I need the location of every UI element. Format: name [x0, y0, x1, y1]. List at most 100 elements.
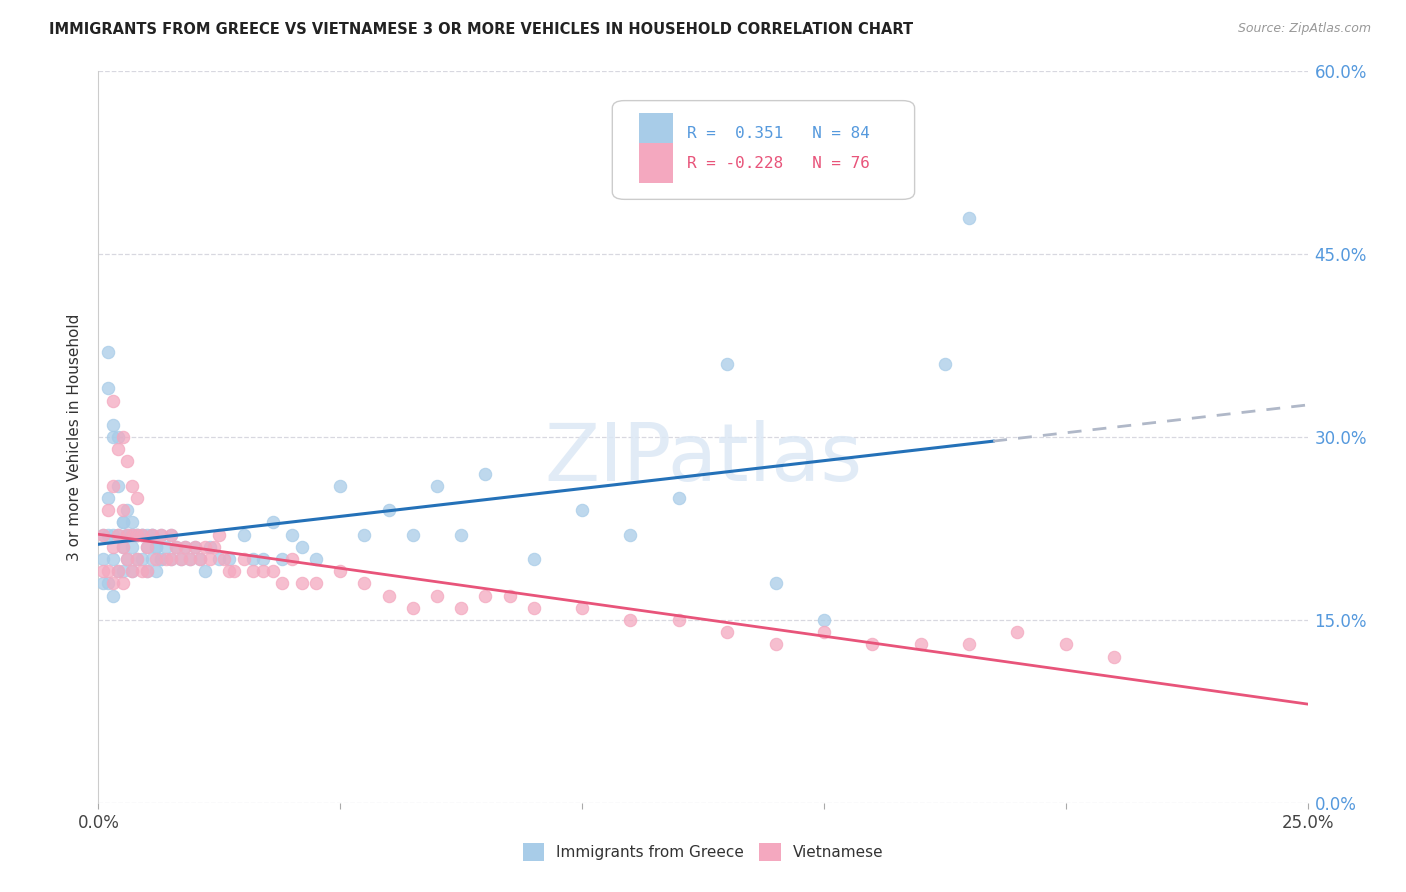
- Point: [271, 576, 294, 591]
- Text: IMMIGRANTS FROM GREECE VS VIETNAMESE 3 OR MORE VEHICLES IN HOUSEHOLD CORRELATION: IMMIGRANTS FROM GREECE VS VIETNAMESE 3 O…: [49, 22, 914, 37]
- Point: [353, 576, 375, 591]
- Point: [860, 637, 883, 651]
- Point: [141, 527, 163, 541]
- Point: [474, 589, 496, 603]
- Point: [305, 552, 328, 566]
- Point: [165, 540, 187, 554]
- Point: [91, 527, 114, 541]
- Point: [121, 564, 143, 578]
- Point: [160, 552, 183, 566]
- Point: [1054, 637, 1077, 651]
- Point: [619, 613, 641, 627]
- Point: [329, 564, 352, 578]
- Point: [957, 637, 980, 651]
- Point: [765, 637, 787, 651]
- Point: [97, 564, 120, 578]
- Point: [160, 527, 183, 541]
- FancyBboxPatch shape: [613, 101, 915, 200]
- Point: [179, 552, 201, 566]
- Point: [121, 516, 143, 530]
- Point: [141, 527, 163, 541]
- Point: [450, 527, 472, 541]
- Point: [97, 527, 120, 541]
- Point: [127, 527, 149, 541]
- Point: [111, 540, 134, 554]
- Point: [329, 479, 352, 493]
- Point: [426, 589, 449, 603]
- Point: [198, 540, 221, 554]
- Point: [934, 357, 956, 371]
- Legend: Immigrants from Greece, Vietnamese: Immigrants from Greece, Vietnamese: [523, 843, 883, 861]
- Point: [101, 576, 124, 591]
- Point: [498, 589, 520, 603]
- Point: [117, 454, 139, 468]
- Point: [957, 211, 980, 225]
- FancyBboxPatch shape: [638, 113, 673, 153]
- Point: [127, 527, 149, 541]
- Point: [97, 576, 120, 591]
- Point: [101, 417, 124, 432]
- Point: [145, 552, 167, 566]
- Point: [107, 564, 129, 578]
- Point: [121, 564, 143, 578]
- Point: [1007, 625, 1029, 640]
- Point: [91, 576, 114, 591]
- Point: [135, 527, 157, 541]
- Point: [111, 576, 134, 591]
- Point: [91, 564, 114, 578]
- Point: [101, 479, 124, 493]
- Point: [716, 625, 738, 640]
- Text: ZIPatlas: ZIPatlas: [544, 420, 862, 498]
- Point: [281, 552, 304, 566]
- Point: [619, 527, 641, 541]
- Point: [571, 600, 593, 615]
- Point: [242, 552, 264, 566]
- Point: [218, 552, 240, 566]
- Point: [194, 564, 217, 578]
- Point: [252, 552, 274, 566]
- Text: R = -0.228   N = 76: R = -0.228 N = 76: [688, 156, 870, 170]
- Point: [271, 552, 294, 566]
- Point: [150, 527, 173, 541]
- Point: [165, 540, 187, 554]
- Point: [127, 491, 149, 505]
- Point: [523, 600, 546, 615]
- Point: [131, 527, 153, 541]
- Point: [402, 600, 425, 615]
- Point: [169, 552, 191, 566]
- Point: [160, 527, 183, 541]
- FancyBboxPatch shape: [638, 143, 673, 183]
- Point: [107, 564, 129, 578]
- Point: [242, 564, 264, 578]
- Point: [131, 564, 153, 578]
- Point: [290, 576, 312, 591]
- Point: [117, 527, 139, 541]
- Point: [716, 357, 738, 371]
- Point: [117, 527, 139, 541]
- Point: [111, 430, 134, 444]
- Point: [107, 479, 129, 493]
- Point: [281, 527, 304, 541]
- Point: [127, 552, 149, 566]
- Point: [523, 552, 546, 566]
- Point: [131, 527, 153, 541]
- Point: [252, 564, 274, 578]
- Point: [121, 479, 143, 493]
- Point: [194, 540, 217, 554]
- Point: [111, 540, 134, 554]
- Point: [111, 564, 134, 578]
- Point: [101, 589, 124, 603]
- Point: [198, 552, 221, 566]
- Point: [765, 576, 787, 591]
- Point: [150, 527, 173, 541]
- Point: [91, 552, 114, 566]
- Point: [179, 552, 201, 566]
- Point: [155, 552, 177, 566]
- Point: [208, 527, 231, 541]
- Point: [305, 576, 328, 591]
- Point: [141, 552, 163, 566]
- Text: Source: ZipAtlas.com: Source: ZipAtlas.com: [1237, 22, 1371, 36]
- Point: [188, 552, 211, 566]
- Point: [262, 564, 284, 578]
- Point: [208, 552, 231, 566]
